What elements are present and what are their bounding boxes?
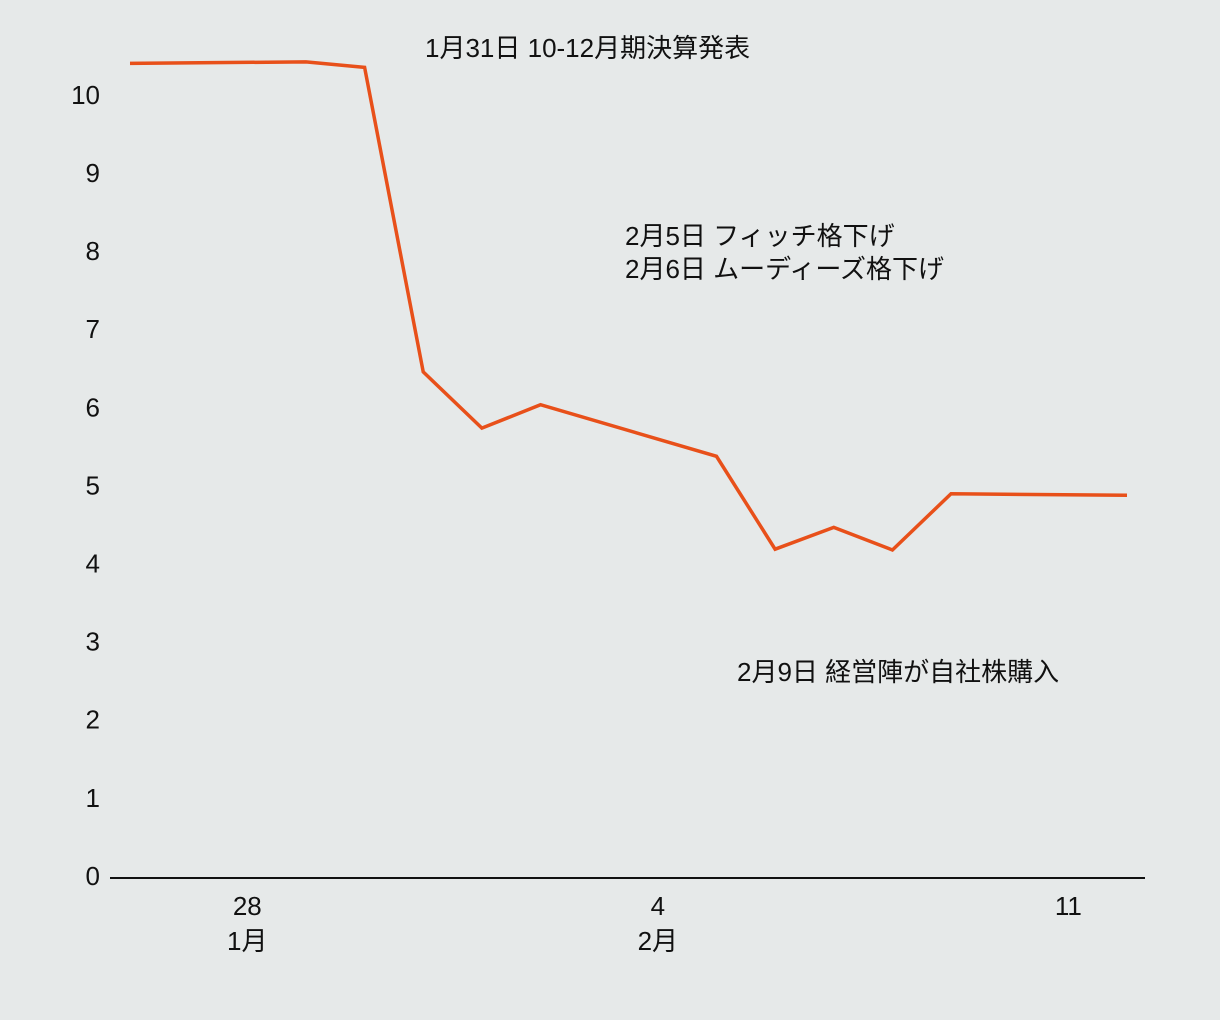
y-tick-label: 8 <box>86 236 100 266</box>
annotation: 1月31日 10-12月期決算発表 <box>425 33 750 63</box>
y-tick-label: 3 <box>86 627 100 657</box>
annotation: 2月6日 ムーディーズ格下げ <box>625 254 944 284</box>
x-tick-label: 11 <box>1055 891 1082 921</box>
y-tick-label: 5 <box>86 470 100 500</box>
annotation: 2月5日 フィッチ格下げ <box>625 221 895 251</box>
x-tick-group: 1月 <box>227 926 267 956</box>
y-tick-label: 1 <box>86 783 100 813</box>
y-tick-label: 2 <box>86 705 100 735</box>
y-tick-label: 0 <box>86 861 100 891</box>
y-tick-label: 6 <box>86 392 100 422</box>
y-tick-label: 7 <box>86 314 100 344</box>
y-tick-label: 4 <box>86 548 100 578</box>
y-tick-label: 9 <box>86 158 100 188</box>
x-tick-group: 2月 <box>638 926 678 956</box>
y-tick-label: 10 <box>71 80 100 110</box>
line <box>129 60 1128 553</box>
x-tick-label: 4 <box>651 891 665 921</box>
annotation: 2月9日 経営陣が自社株購入 <box>737 657 1059 687</box>
x-tick-label: 28 <box>233 891 262 921</box>
